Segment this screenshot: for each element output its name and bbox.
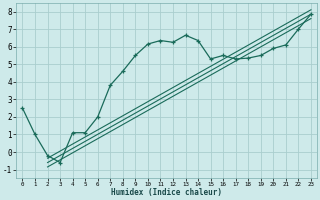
X-axis label: Humidex (Indice chaleur): Humidex (Indice chaleur) — [111, 188, 222, 197]
